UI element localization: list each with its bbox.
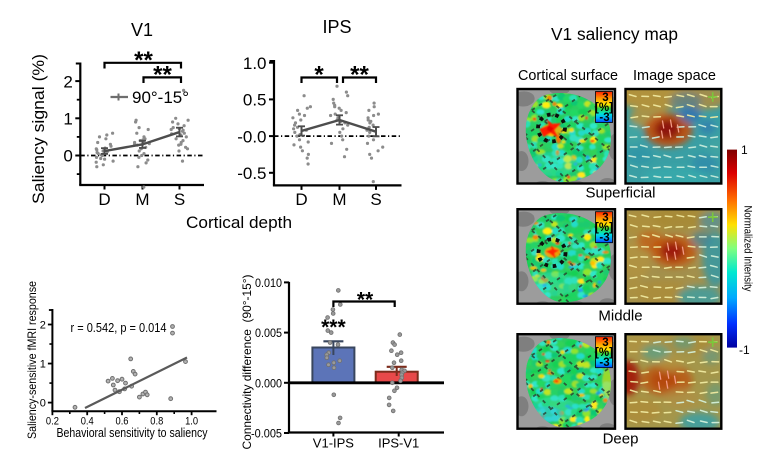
svg-text:V1-IPS: V1-IPS	[313, 436, 355, 451]
svg-text:1: 1	[63, 110, 72, 129]
svg-text:M: M	[135, 190, 149, 209]
svg-text:-3: -3	[599, 232, 609, 244]
svg-text:***: ***	[321, 316, 346, 339]
svg-text:Superficial: Superficial	[585, 185, 655, 202]
svg-text:-0.5: -0.5	[237, 164, 266, 183]
svg-text:**: **	[357, 289, 374, 312]
svg-text:Saliency-sensitive fMRI respon: Saliency-sensitive fMRI response	[25, 281, 39, 439]
svg-text:0.000: 0.000	[255, 376, 282, 390]
svg-text:**: **	[153, 61, 172, 88]
svg-text:IPS-V1: IPS-V1	[378, 436, 419, 451]
svg-text:-0.005: -0.005	[251, 427, 282, 441]
svg-text:-1: -1	[739, 343, 750, 357]
svg-text:Behavioral sensitivity to sali: Behavioral sensitivity to saliency	[57, 426, 209, 440]
svg-text:Cortical depth: Cortical depth	[186, 213, 292, 232]
svg-text:0.005: 0.005	[255, 326, 282, 340]
svg-text:D: D	[295, 190, 307, 209]
svg-text:Deep: Deep	[603, 431, 639, 448]
svg-text:1: 1	[741, 143, 748, 157]
svg-text:Image space: Image space	[633, 68, 716, 84]
svg-text:r = 0.542, p = 0.014: r = 0.542, p = 0.014	[71, 321, 167, 335]
svg-text:2: 2	[63, 72, 72, 91]
svg-text:S: S	[370, 190, 381, 209]
svg-text:-3: -3	[599, 357, 609, 369]
svg-text:V1: V1	[131, 20, 153, 40]
svg-text:90°-15°: 90°-15°	[132, 88, 189, 107]
svg-text:Normalized Intensity: Normalized Intensity	[742, 206, 754, 292]
svg-text:**: **	[134, 47, 153, 74]
svg-text:-0.0: -0.0	[237, 127, 266, 146]
svg-text:1.0: 1.0	[243, 54, 267, 73]
svg-text:Cortical surface: Cortical surface	[518, 68, 618, 84]
svg-text:M: M	[332, 190, 346, 209]
svg-text:Connectivity difference (90°-: Connectivity difference (90°-15°)	[240, 275, 254, 450]
svg-text:0: 0	[40, 398, 46, 410]
svg-text:*: *	[314, 62, 324, 89]
svg-text:-3: -3	[599, 112, 609, 124]
svg-text:0.5: 0.5	[243, 91, 267, 110]
svg-text:0: 0	[63, 147, 72, 166]
svg-text:2: 2	[40, 320, 46, 332]
svg-text:**: **	[350, 62, 369, 89]
svg-text:Middle: Middle	[598, 308, 642, 325]
svg-text:IPS: IPS	[322, 17, 351, 37]
svg-text:S: S	[174, 190, 185, 209]
svg-text:1: 1	[40, 359, 46, 371]
svg-text:Saliency signal (%): Saliency signal (%)	[29, 54, 48, 204]
svg-text:V1 saliency map: V1 saliency map	[551, 24, 678, 44]
svg-text:D: D	[98, 190, 110, 209]
svg-text:0.010: 0.010	[255, 276, 282, 290]
